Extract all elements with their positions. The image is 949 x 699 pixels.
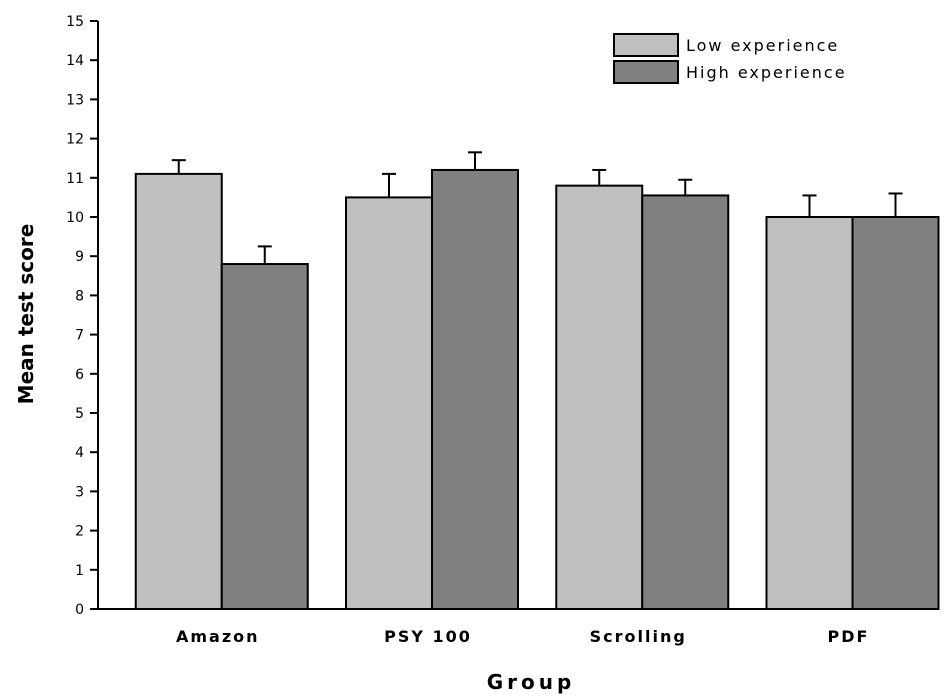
y-tick-label-3: 3 — [75, 484, 84, 500]
bar-low-experience-scrolling — [555, 184, 644, 610]
x-tick-label-amazon: Amazon — [176, 627, 260, 646]
y-tick-label-15: 15 — [66, 14, 84, 30]
y-axis-title: Mean test score — [14, 224, 38, 405]
x-tick-label-pdf: PDF — [828, 627, 870, 646]
x-axis: Amazon PSY 100 Scrolling PDF — [98, 608, 939, 646]
y-tick-label-9: 9 — [75, 249, 84, 265]
y-tick-label-11: 11 — [66, 171, 84, 187]
y-tick-label-8: 8 — [75, 288, 84, 304]
y-tick-label-7: 7 — [75, 328, 84, 344]
y-tick-label-12: 12 — [66, 132, 84, 148]
x-tick-label-scrolling: Scrolling — [590, 627, 687, 646]
legend-label-low-experience: Low experience — [686, 36, 839, 55]
bars — [134, 151, 940, 611]
y-tick-label-4: 4 — [75, 445, 84, 461]
bar-high-experience-pdf — [851, 216, 940, 610]
x-axis-title: Group — [487, 670, 576, 694]
y-tick-label-0: 0 — [75, 602, 84, 618]
y-tick-label-1: 1 — [75, 563, 84, 579]
bar-low-experience-pdf — [765, 216, 854, 610]
y-tick-label-6: 6 — [75, 367, 84, 383]
bar-high-experience-amazon — [220, 263, 309, 610]
legend-swatch-low-experience — [613, 33, 679, 57]
legend-swatch-high-experience — [613, 60, 679, 84]
legend-label-high-experience: High experience — [686, 63, 847, 82]
y-tick-label-2: 2 — [75, 524, 84, 540]
y-tick-label-10: 10 — [66, 210, 84, 226]
bar-low-experience-psy-100 — [345, 196, 433, 610]
bar-low-experience-amazon — [134, 172, 223, 610]
bar-high-experience-scrolling — [641, 194, 730, 610]
bar-high-experience-psy-100 — [431, 168, 519, 611]
x-tick-label-psy-100: PSY 100 — [384, 627, 472, 646]
y-tick-label-5: 5 — [75, 406, 84, 422]
legend: Low experience High experience — [613, 33, 847, 84]
y-tick-label-14: 14 — [66, 53, 84, 69]
y-tick-label-13: 13 — [66, 92, 84, 108]
